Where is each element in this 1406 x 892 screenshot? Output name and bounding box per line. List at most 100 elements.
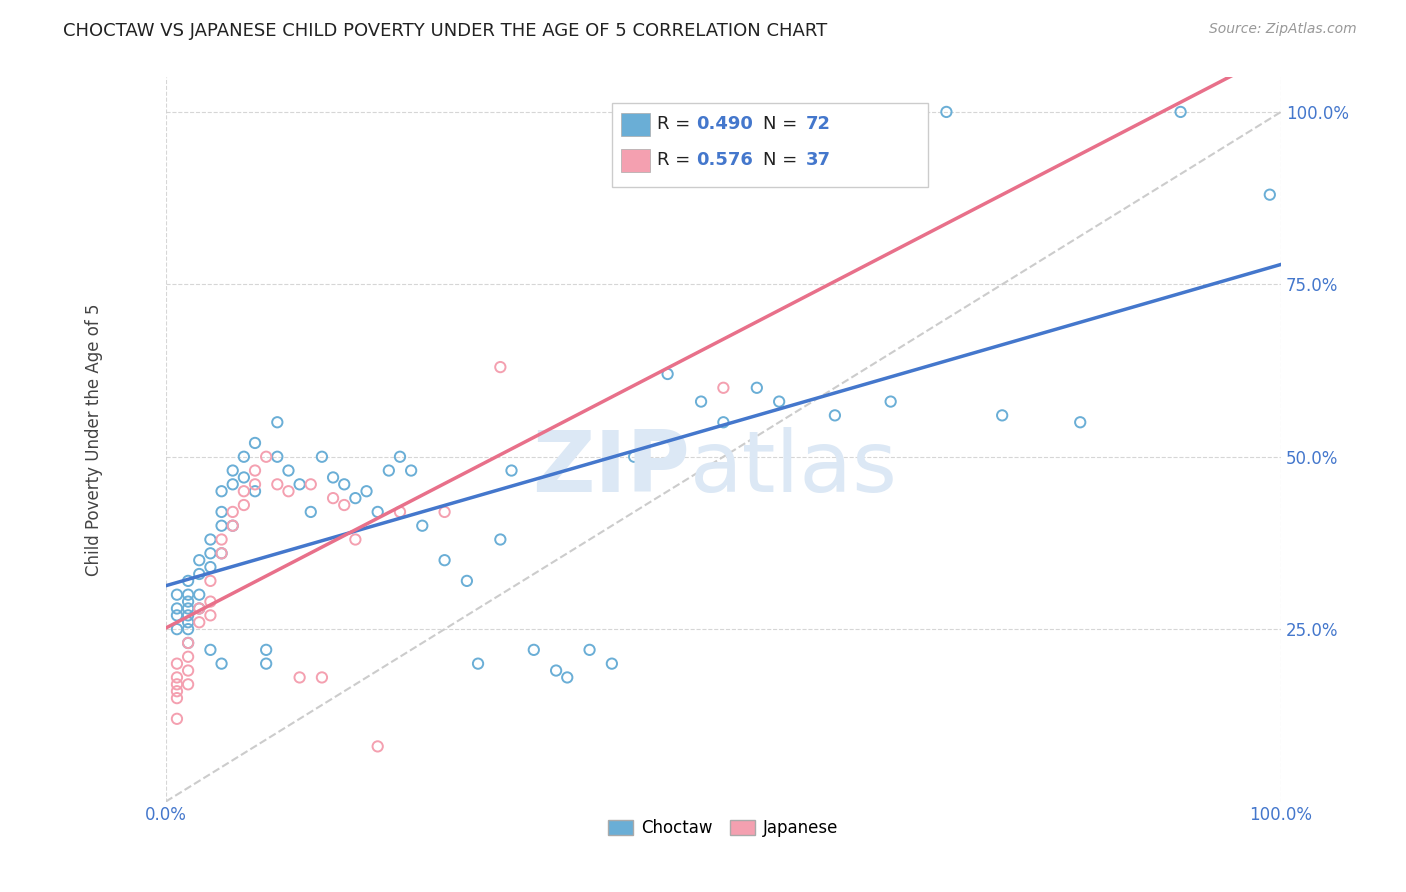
- Point: [222, 518, 245, 533]
- Point: [177, 588, 200, 602]
- Point: [277, 484, 299, 499]
- Point: [177, 615, 200, 630]
- Text: Source: ZipAtlas.com: Source: ZipAtlas.com: [1209, 22, 1357, 37]
- Legend: Choctaw, Japanese: Choctaw, Japanese: [602, 813, 845, 844]
- Point: [222, 505, 245, 519]
- Point: [388, 505, 411, 519]
- Point: [299, 505, 322, 519]
- Point: [166, 622, 188, 636]
- Point: [1069, 415, 1091, 429]
- Point: [200, 608, 222, 623]
- Point: [501, 464, 523, 478]
- Point: [222, 477, 245, 491]
- Point: [166, 712, 188, 726]
- Point: [277, 464, 299, 478]
- Point: [266, 477, 288, 491]
- Point: [299, 477, 322, 491]
- Point: [344, 491, 367, 505]
- Point: [200, 560, 222, 574]
- Point: [266, 415, 288, 429]
- Point: [222, 518, 245, 533]
- Point: [378, 464, 401, 478]
- Point: [1258, 187, 1281, 202]
- Point: [433, 553, 456, 567]
- Point: [166, 601, 188, 615]
- Point: [243, 464, 266, 478]
- Point: [600, 657, 623, 671]
- Point: [322, 470, 344, 484]
- Point: [222, 464, 245, 478]
- Point: [489, 533, 512, 547]
- Point: [211, 533, 233, 547]
- Point: [166, 684, 188, 698]
- Point: [399, 464, 422, 478]
- Point: [243, 436, 266, 450]
- Point: [188, 553, 211, 567]
- Point: [166, 657, 188, 671]
- Point: [879, 394, 901, 409]
- Text: N =: N =: [763, 115, 803, 133]
- Text: 0.490: 0.490: [696, 115, 752, 133]
- Point: [311, 450, 333, 464]
- Point: [200, 546, 222, 560]
- Point: [177, 594, 200, 608]
- Point: [177, 622, 200, 636]
- Point: [211, 546, 233, 560]
- Point: [166, 588, 188, 602]
- Point: [211, 484, 233, 499]
- Point: [254, 643, 277, 657]
- Text: 0.576: 0.576: [696, 151, 752, 169]
- Text: R =: R =: [657, 115, 696, 133]
- Point: [288, 670, 311, 684]
- Point: [254, 450, 277, 464]
- Point: [388, 450, 411, 464]
- Point: [456, 574, 478, 588]
- Point: [188, 588, 211, 602]
- Point: [711, 415, 734, 429]
- Point: [166, 670, 188, 684]
- Text: N =: N =: [763, 151, 803, 169]
- Point: [433, 505, 456, 519]
- Point: [177, 608, 200, 623]
- Point: [254, 657, 277, 671]
- Point: [489, 360, 512, 375]
- Point: [200, 594, 222, 608]
- Point: [546, 664, 568, 678]
- Point: [266, 450, 288, 464]
- Y-axis label: Child Poverty Under the Age of 5: Child Poverty Under the Age of 5: [86, 303, 103, 575]
- Point: [232, 484, 254, 499]
- Text: 37: 37: [806, 151, 831, 169]
- Point: [367, 505, 389, 519]
- Point: [690, 394, 713, 409]
- Point: [177, 677, 200, 691]
- Point: [1170, 104, 1192, 119]
- Point: [333, 498, 356, 512]
- Point: [166, 691, 188, 706]
- Text: R =: R =: [657, 151, 696, 169]
- Point: [578, 643, 600, 657]
- Point: [288, 477, 311, 491]
- Point: [243, 484, 266, 499]
- Point: [177, 601, 200, 615]
- Point: [623, 450, 645, 464]
- Point: [211, 657, 233, 671]
- Point: [188, 566, 211, 581]
- Point: [745, 381, 768, 395]
- Point: [188, 601, 211, 615]
- Point: [356, 484, 378, 499]
- Text: CHOCTAW VS JAPANESE CHILD POVERTY UNDER THE AGE OF 5 CORRELATION CHART: CHOCTAW VS JAPANESE CHILD POVERTY UNDER …: [63, 22, 828, 40]
- Point: [333, 477, 356, 491]
- Point: [177, 574, 200, 588]
- Point: [166, 677, 188, 691]
- Text: 72: 72: [806, 115, 831, 133]
- Point: [555, 670, 578, 684]
- Point: [232, 450, 254, 464]
- Point: [232, 470, 254, 484]
- Point: [523, 643, 546, 657]
- Point: [768, 394, 790, 409]
- Point: [243, 477, 266, 491]
- Text: atlas: atlas: [690, 427, 898, 510]
- Point: [211, 546, 233, 560]
- Point: [177, 636, 200, 650]
- Point: [344, 533, 367, 547]
